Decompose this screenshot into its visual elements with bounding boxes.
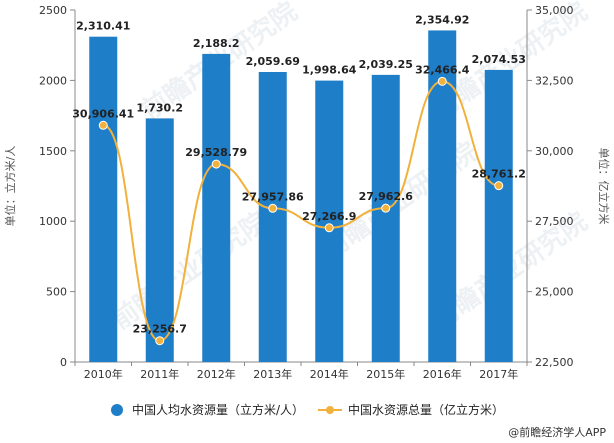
right-axis-tick-label: 32,500 xyxy=(535,74,574,87)
bar-value-label: 2,354.92 xyxy=(415,13,469,26)
left-axis: 0 500 1000 1500 2000 2500 单位：立方米/人 xyxy=(3,4,76,369)
line-point xyxy=(324,223,334,233)
line-value-label: 27,962.6 xyxy=(359,190,414,203)
x-axis-tick-label: 2014年 xyxy=(310,367,349,381)
x-axis-tick-label: 2015年 xyxy=(366,367,405,381)
right-axis-tick-label: 30,000 xyxy=(535,145,574,158)
line-point xyxy=(268,203,278,213)
x-axis: 2010年 2011年 2012年 2013年 2014年 2015年 2016年 2017年 xyxy=(74,361,528,381)
right-axis: 22,500 25,000 27,500 30,000 32,500 35,000 单位：亿… xyxy=(526,4,611,369)
legend-line-marker-dot xyxy=(326,406,334,414)
line-point xyxy=(155,336,165,346)
legend: 中国人均水资源量（立方米/人） 中国水资源总量（亿立方米） xyxy=(111,402,504,417)
right-axis-tick-label: 22,500 xyxy=(535,356,574,369)
bar xyxy=(258,71,287,362)
right-axis-tick-label: 25,000 xyxy=(535,286,574,299)
x-axis-tick-label: 2010年 xyxy=(84,367,123,381)
right-axis-tick-label: 35,000 xyxy=(535,4,574,17)
legend-line-label: 中国水资源总量（亿立方米） xyxy=(348,402,504,417)
line-series xyxy=(98,76,504,346)
bar-labels: 2,310.411,730.22,188.22,059.691,998.64 2,… xyxy=(76,13,526,114)
line-value-label: 30,906.41 xyxy=(72,107,134,120)
x-axis-tick-label: 2011年 xyxy=(140,367,179,381)
bar-value-label: 2,310.41 xyxy=(76,20,130,33)
line-value-label: 28,761.2 xyxy=(472,168,526,181)
x-axis-tick-label: 2012年 xyxy=(197,367,236,381)
left-axis-tick-label: 0 xyxy=(60,356,67,369)
line-value-label: 27,957.86 xyxy=(242,190,304,203)
x-axis-tick-label: 2013年 xyxy=(253,367,292,381)
right-axis-tick-label: 27,500 xyxy=(535,215,574,228)
bar-value-label: 2,074.53 xyxy=(472,53,526,66)
bar-value-label: 2,039.25 xyxy=(359,58,413,71)
left-axis-tick-label: 2500 xyxy=(39,4,67,17)
bar xyxy=(315,80,344,362)
source-text: @前瞻经济学人APP xyxy=(508,425,606,439)
bar-value-label: 2,188.2 xyxy=(193,37,240,50)
left-axis-title: 单位：立方米/人 xyxy=(3,146,17,227)
right-axis-title: 单位：亿立方米 xyxy=(597,148,611,225)
left-axis-tick-label: 1500 xyxy=(39,145,67,158)
bar xyxy=(202,53,231,363)
x-axis-tick-label: 2017年 xyxy=(479,367,518,381)
left-axis-tick-label: 2000 xyxy=(39,74,67,87)
bar xyxy=(89,36,118,362)
line-labels: 30,906.41 23,256.7 29,528.79 27,957.86 27,26… xyxy=(72,63,526,335)
line-value-label: 27,266.9 xyxy=(302,210,356,223)
bar xyxy=(145,118,174,362)
line-point xyxy=(381,203,391,213)
line-point xyxy=(98,120,108,130)
x-axis-tick-label: 2016年 xyxy=(423,367,462,381)
bars xyxy=(89,30,513,363)
bar-value-label: 1,730.2 xyxy=(136,101,183,114)
line-point xyxy=(211,159,221,169)
line-value-label: 32,466.4 xyxy=(415,63,470,76)
left-axis-tick-label: 1000 xyxy=(39,215,67,228)
source: @前瞻经济学人APP xyxy=(508,425,606,439)
legend-bar-marker xyxy=(111,404,123,416)
bar-value-label: 2,059.69 xyxy=(246,55,300,68)
bar-value-label: 1,998.64 xyxy=(302,64,357,77)
bar xyxy=(484,69,513,362)
bar xyxy=(371,74,400,362)
left-axis-tick-label: 500 xyxy=(46,286,67,299)
line-value-label: 29,528.79 xyxy=(185,146,247,159)
line-point xyxy=(437,76,447,86)
line-point xyxy=(494,181,504,191)
legend-bar-label: 中国人均水资源量（立方米/人） xyxy=(132,402,304,417)
line-value-label: 23,256.7 xyxy=(133,323,187,336)
